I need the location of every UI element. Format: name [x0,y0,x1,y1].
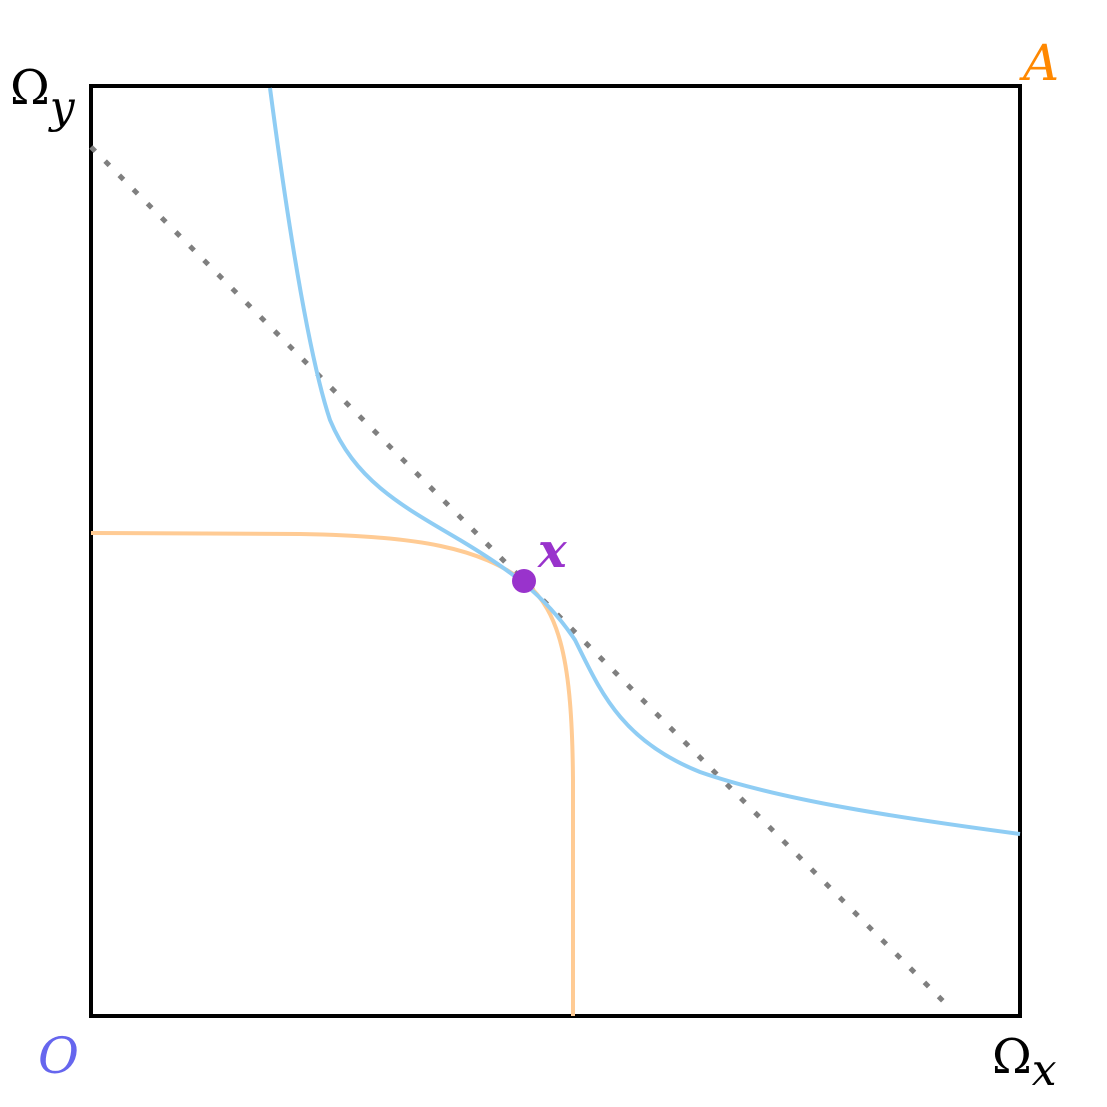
omega-x-symbol: Ω [992,1029,1032,1085]
budget-line [89,145,950,1008]
origin-a-label: A [1019,34,1059,92]
omega-x-subscript: x [1032,1045,1057,1096]
origin-o-label: O [38,1027,79,1085]
omega-y-symbol: Ω [10,60,50,116]
omega-y-label: Ωy [10,60,76,133]
omega-y-subscript: y [48,82,76,133]
indifference-curve-agent-a [90,531,575,1016]
edgeworth-box-frame [89,84,1022,1018]
allocation-point [512,569,536,593]
allocation-point-label: x [537,523,568,579]
omega-x-label: Ωx [992,1029,1057,1096]
indifference-curve-agent-o [268,87,1021,836]
